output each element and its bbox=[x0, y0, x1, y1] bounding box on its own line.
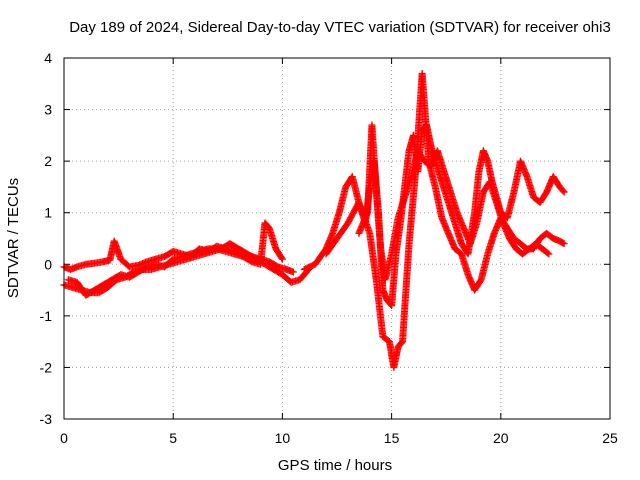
y-axis-title: SDTVAR / TECUs bbox=[5, 178, 22, 298]
x-tick-label: 15 bbox=[384, 430, 400, 446]
data-point bbox=[544, 249, 552, 257]
data-point bbox=[560, 240, 568, 248]
x-tick-label: 25 bbox=[602, 430, 618, 446]
x-tick-label: 0 bbox=[60, 430, 68, 446]
data-point bbox=[560, 188, 568, 196]
x-tick-label: 10 bbox=[275, 430, 291, 446]
data-layer bbox=[60, 69, 568, 371]
data-point bbox=[289, 268, 297, 276]
data-point bbox=[278, 255, 286, 263]
y-tick-label: 2 bbox=[44, 153, 52, 169]
x-axis-title: GPS time / hours bbox=[278, 457, 392, 474]
y-tick-label: 0 bbox=[44, 256, 52, 272]
data-point bbox=[278, 254, 286, 262]
data-point bbox=[559, 187, 567, 195]
data-point bbox=[545, 250, 553, 258]
y-tick-label: 4 bbox=[44, 50, 52, 66]
y-tick-label: -2 bbox=[40, 359, 53, 375]
x-tick-label: 5 bbox=[169, 430, 177, 446]
y-tick-label: -1 bbox=[40, 308, 53, 324]
y-tick-label: 1 bbox=[44, 205, 52, 221]
chart-title: Day 189 of 2024, Sidereal Day-to-day VTE… bbox=[69, 19, 611, 36]
y-tick-label: -3 bbox=[40, 411, 53, 427]
y-tick-label: 3 bbox=[44, 102, 52, 118]
plot-frame bbox=[63, 57, 611, 420]
x-tick-label: 20 bbox=[493, 430, 509, 446]
